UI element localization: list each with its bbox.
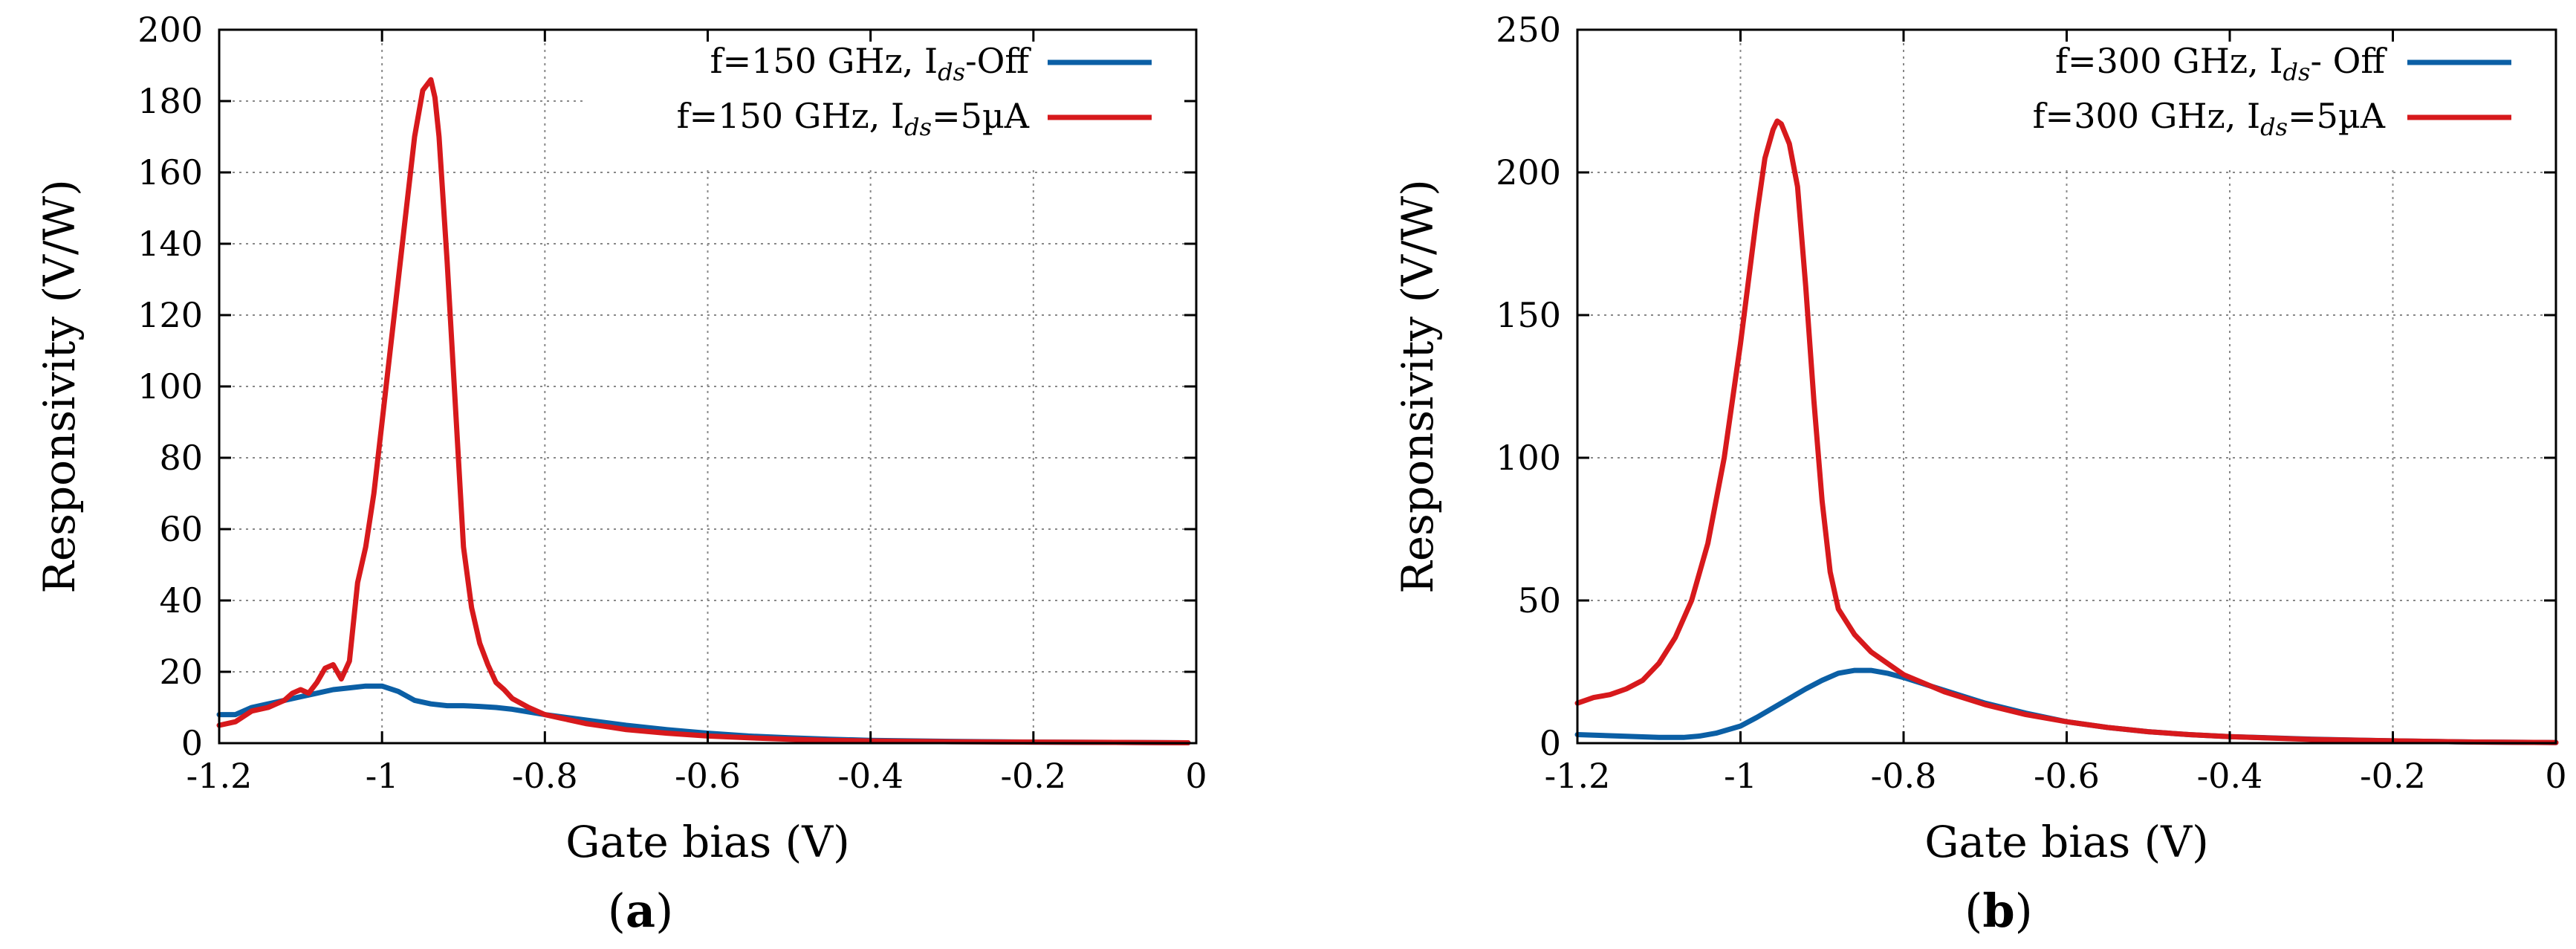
caption-letter: a [626,884,655,938]
x-tick-label: -0.8 [512,756,578,796]
legend-label: f=150 GHz, Ids-Off [710,41,1032,86]
legend-label: f=300 GHz, Ids- Off [2055,41,2387,86]
x-tick-label: -0.2 [2360,756,2426,796]
legend-box [1947,32,2554,166]
legend-label: f=150 GHz, Ids=5µA [677,96,1030,141]
y-tick-label: 180 [137,81,203,121]
caption-paren-open: ( [608,884,626,938]
series-line-5ua [1574,118,2559,745]
y-tick-label: 200 [1496,152,1561,192]
y-tick-label: 160 [137,152,203,192]
y-tick-label: 0 [1540,723,1561,763]
series-line-5ua [216,77,1191,745]
y-tick-label: 250 [1496,10,1561,50]
y-axis-title: Responsivity (V/W) [1392,179,1443,594]
x-tick-label: 0 [2545,756,2566,796]
x-tick-label: -0.6 [675,756,741,796]
y-tick-label: 0 [181,723,203,763]
y-tick-label: 50 [1517,580,1561,621]
legend-label-main: f=300 GHz, I [2055,41,2283,81]
legend-label-tail: =5µA [932,96,1030,136]
y-axis-title: Responsivity (V/W) [34,179,85,594]
legend-label-subscript: ds [2260,113,2288,141]
legend-label-tail: -Off [965,41,1031,81]
subfigure-caption: (b) [1965,884,2033,938]
y-tick-label: 100 [1496,438,1561,478]
x-tick-label: -0.4 [2197,756,2263,796]
x-tick-label: -1.2 [1545,756,1611,796]
legend-label-main: f=150 GHz, I [677,96,905,136]
y-tick-label: 80 [159,438,203,478]
caption-paren-close: ) [2015,884,2033,938]
x-axis-title: Gate bias (V) [1924,817,2209,867]
legend-label-tail: - Off [2310,41,2387,81]
caption-paren-open: ( [1965,884,1982,938]
legend-box [587,32,1194,166]
x-axis-title: Gate bias (V) [565,817,850,867]
y-tick-label: 100 [137,366,203,407]
y-tick-label: 140 [137,224,203,264]
chart-b: 0 50 100 150 200 250 -1.2 -1 -0.8 -0.6 -0.4 -0.2 0 Ga… [1392,10,2567,938]
x-tick-label: -0.8 [1871,756,1937,796]
chart-a: 0 20 40 60 80 100 120 140 160 180 200 -1.2 -1 -0.8 -0.… [34,10,1207,938]
x-tick-label: -1.2 [186,756,253,796]
legend-label-subscript: ds [2283,58,2311,86]
legend-label-subscript: ds [938,58,965,86]
x-tick-label: -1 [366,756,399,796]
y-tick-label: 40 [159,580,203,621]
legend-label-main: f=150 GHz, I [710,41,938,81]
x-tick-label: -1 [1724,756,1757,796]
x-tick-label: 0 [1185,756,1207,796]
y-tick-label: 200 [137,10,203,50]
x-tick-label: -0.4 [837,756,903,796]
caption-letter: b [1982,884,2014,938]
y-tick-label: 150 [1496,295,1561,335]
caption-paren-close: ) [655,884,673,938]
x-tick-label: -0.2 [1000,756,1066,796]
legend-label: f=300 GHz, Ids=5µA [2033,96,2386,141]
y-tick-label: 60 [159,509,203,549]
legend-label-main: f=300 GHz, I [2033,96,2261,136]
legend-label-subscript: ds [904,113,932,141]
legend-label-tail: =5µA [2288,96,2386,136]
y-tick-label: 20 [159,652,203,692]
x-tick-label: -0.6 [2034,756,2100,796]
subfigure-caption: (a) [608,884,674,938]
y-tick-label: 120 [137,295,203,335]
